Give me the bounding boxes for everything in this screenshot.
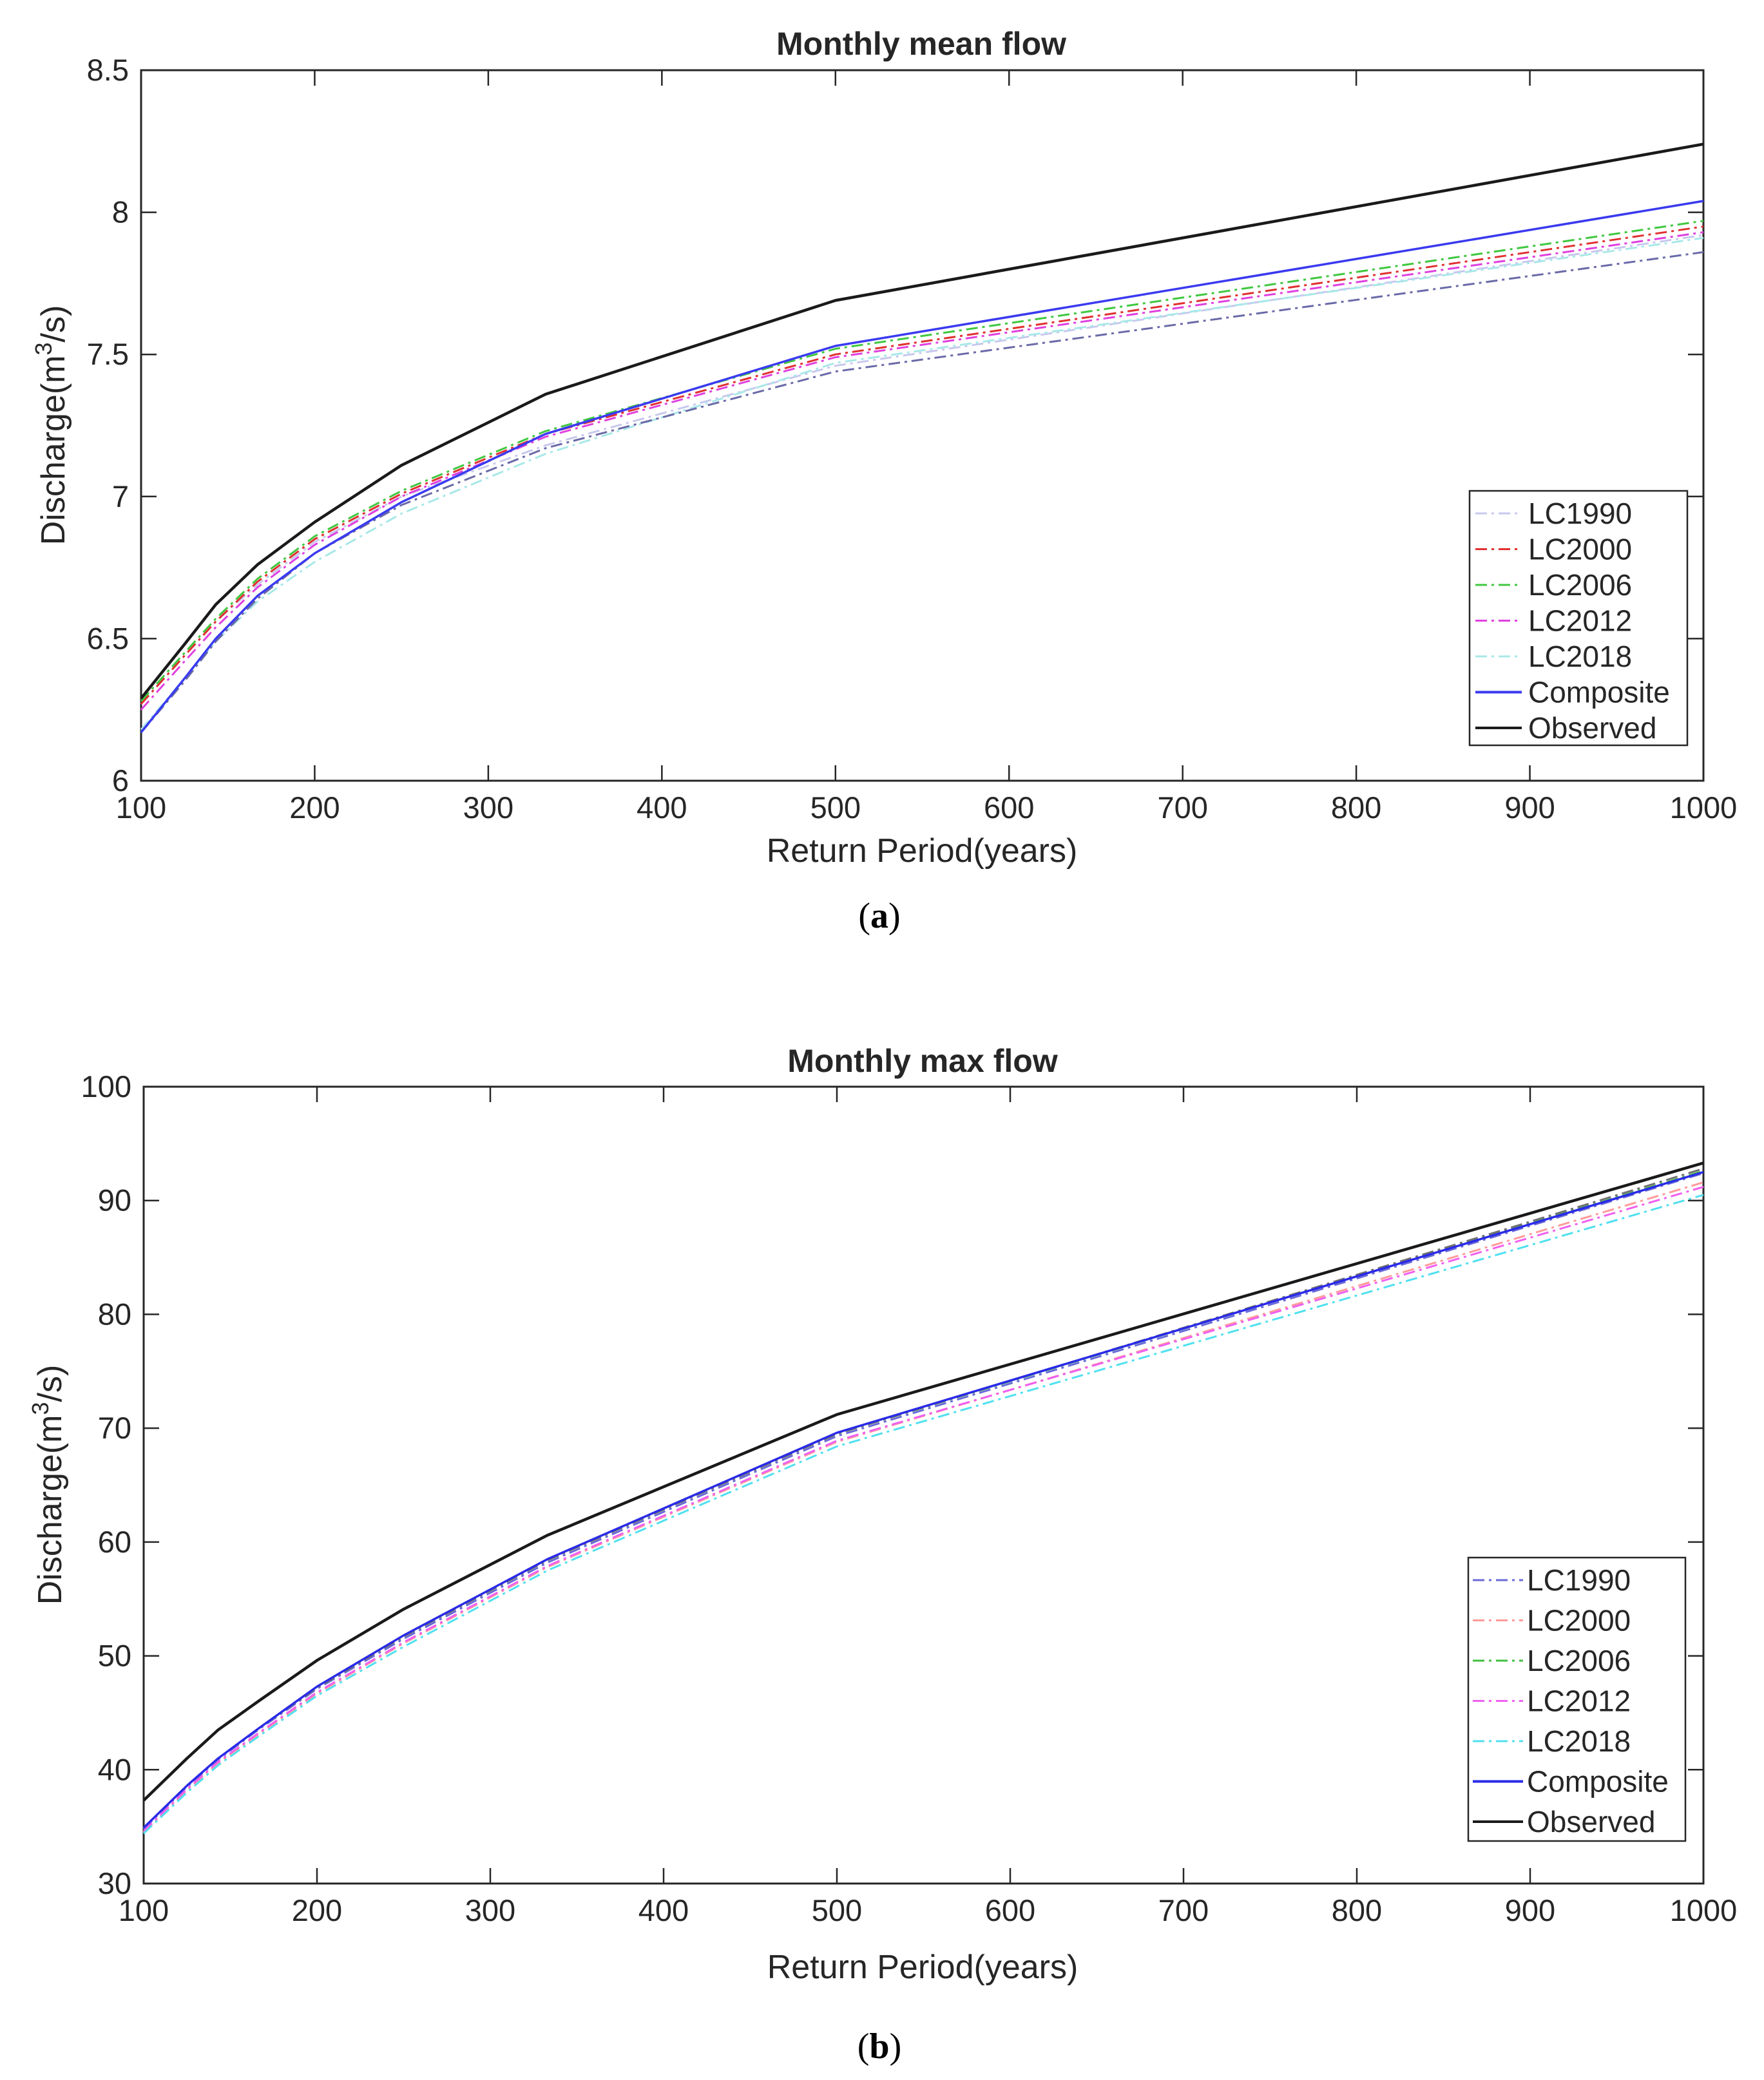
chart-title: Monthly max flow	[787, 1043, 1058, 1079]
x-tick-label: 800	[1331, 790, 1381, 825]
panel-caption: (a)	[858, 896, 900, 936]
legend-label: Observed	[1528, 711, 1656, 745]
legend-label: Composite	[1528, 676, 1670, 709]
series-line-lc2012	[142, 1186, 1704, 1832]
y-tick-label: 30	[98, 1866, 131, 1900]
series-line-observed	[140, 142, 1704, 700]
panel-caption-letter: b	[869, 2027, 889, 2066]
y-tick-label: 6.5	[87, 621, 129, 655]
y-axis-label-prefix: Discharge(m	[32, 1415, 69, 1605]
x-axis-label: Return Period(years)	[767, 1949, 1079, 1986]
y-tick-label: 7.5	[87, 337, 129, 371]
y-tick-label: 7	[112, 479, 129, 513]
x-tick-label: 300	[463, 790, 513, 825]
y-axis-label: Discharge(m3/s)	[30, 305, 72, 546]
x-tick-label: 1000	[1670, 790, 1738, 825]
legend-label: LC2018	[1528, 640, 1632, 673]
series-line-lc2018	[142, 1194, 1704, 1835]
y-tick-label: 100	[81, 1069, 131, 1103]
y-axis-label-suffix: /s)	[35, 305, 72, 343]
series-line-lc2000	[140, 225, 1704, 705]
x-tick-label: 200	[289, 790, 340, 825]
x-tick-label: 800	[1332, 1893, 1382, 1927]
legend: LC1990 LC2000 LC2006 LC2012 LC2018 Composite O…	[1467, 1556, 1687, 1842]
legend-label: LC1990	[1528, 497, 1632, 530]
legend-box	[1468, 490, 1689, 747]
legend-label: LC2012	[1528, 604, 1632, 638]
y-tick-label: 50	[98, 1639, 131, 1673]
x-tick-label: 600	[985, 1893, 1035, 1927]
series-line-lc2012	[140, 231, 1704, 711]
legend-label: LC2000	[1528, 533, 1632, 566]
series-line-composite	[140, 200, 1704, 734]
y-tick-label: 60	[98, 1525, 131, 1559]
legend-label: Composite	[1527, 1765, 1669, 1799]
x-tick-label: 700	[1157, 790, 1207, 825]
y-axis: 6 6.5 7 7.5 8 8.5	[87, 53, 1703, 797]
legend-label: LC2006	[1527, 1644, 1631, 1677]
y-tick-label: 8	[112, 195, 129, 229]
panel-caption-letter: a	[870, 896, 888, 936]
x-tick-label: 500	[812, 1893, 862, 1927]
x-tick-label: 200	[292, 1893, 342, 1927]
legend: LC1990LC2000LC2006LC2012LC2018CompositeO…	[1468, 490, 1689, 747]
legend-label: Observed	[1527, 1805, 1655, 1838]
y-axis-label-suffix: /s)	[32, 1365, 69, 1402]
series-lines	[140, 142, 1704, 734]
x-axis: 100 200 300 400 500 600 700 800 900 1000	[119, 1087, 1737, 1927]
series-line-lc2018	[140, 236, 1704, 730]
x-tick-label: 100	[116, 790, 166, 825]
y-axis-label-superscript: 3	[27, 1402, 53, 1415]
y-axis: 30 40 50 60 70 80 90 100	[81, 1069, 1703, 1900]
legend-label: LC2018	[1527, 1724, 1631, 1758]
y-axis-label: Discharge(m3/s)	[27, 1365, 69, 1605]
x-tick-label: 900	[1505, 1893, 1555, 1927]
series-line-observed	[142, 1161, 1704, 1802]
y-axis-label-superscript: 3	[30, 343, 57, 356]
plot-area	[142, 1085, 1705, 1885]
y-tick-label: 8.5	[87, 53, 129, 87]
y-axis-label-prefix: Discharge(m	[35, 356, 72, 546]
x-axis: 100 200 300 400 500 600 700 800 900 1000	[116, 70, 1737, 825]
x-tick-label: 500	[810, 790, 861, 825]
chart-monthly-max-flow: Monthly max flow 30 40 50 60 70 80 90 100 100 20…	[27, 1043, 1737, 2066]
legend-label: LC2000	[1527, 1604, 1631, 1637]
legend-box	[1467, 1556, 1687, 1842]
series-lines	[142, 1161, 1704, 1835]
y-tick-label: 70	[98, 1411, 131, 1445]
y-tick-label: 40	[98, 1752, 131, 1786]
x-tick-label: 100	[119, 1893, 169, 1927]
x-tick-label: 300	[465, 1893, 515, 1927]
chart-title: Monthly mean flow	[776, 26, 1066, 62]
legend-label: LC2012	[1527, 1684, 1631, 1718]
x-tick-label: 700	[1158, 1893, 1209, 1927]
x-tick-label: 1000	[1670, 1893, 1738, 1927]
legend-label: LC2006	[1528, 568, 1632, 602]
x-axis-label: Return Period(years)	[767, 832, 1078, 870]
x-tick-label: 900	[1504, 790, 1555, 825]
legend-label: LC1990	[1527, 1563, 1631, 1597]
x-tick-label: 400	[638, 1893, 689, 1927]
y-tick-label: 90	[98, 1183, 131, 1217]
panel-caption: (b)	[858, 2027, 901, 2066]
x-tick-label: 400	[637, 790, 687, 825]
y-tick-label: 6	[112, 763, 129, 797]
x-tick-label: 600	[984, 790, 1034, 825]
chart-monthly-mean-flow: Monthly mean flow 6 6.5 7 7.5 8 8.5 100 200 300…	[30, 26, 1737, 936]
y-tick-label: 80	[98, 1297, 131, 1331]
plot-area	[140, 69, 1705, 782]
series-line-composite	[142, 1170, 1704, 1829]
series-line-lc2006	[140, 220, 1704, 702]
